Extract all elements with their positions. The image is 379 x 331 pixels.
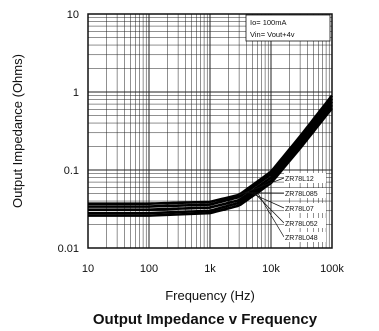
y-tick-label: 0.1 xyxy=(64,165,79,177)
series-leader-line xyxy=(238,177,285,196)
y-tick-label: 10 xyxy=(67,9,79,21)
x-tick-label: 100 xyxy=(140,263,158,275)
annotation-io: Io= 100mA xyxy=(250,18,286,27)
series-line-zr78l085 xyxy=(88,97,334,208)
series-label-bg xyxy=(284,232,326,242)
series-leader-line xyxy=(253,192,285,224)
series-layer xyxy=(88,94,334,217)
series-line-zr78l048 xyxy=(88,107,334,217)
y-axis-title: Output Impedance (Ohms) xyxy=(10,54,25,208)
series-labels: ZR78L12 ZR78L085 ZR78L07 ZR78L052 ZR78L048 xyxy=(284,173,326,242)
x-tick-label: 10k xyxy=(262,263,280,275)
series-label: ZR78L085 xyxy=(285,191,318,198)
x-tick-label: 10 xyxy=(82,263,94,275)
series-label: ZR78L052 xyxy=(285,221,318,228)
series-leader-line xyxy=(257,192,285,238)
annotation-box: Io= 100mA Vin= Vout+4v xyxy=(245,14,331,42)
series-line-zr78l12 xyxy=(88,94,334,205)
x-tick-labels: 10 100 1k 10k 100k xyxy=(82,263,345,275)
series-leader-line xyxy=(249,192,285,209)
series-label: ZR78L12 xyxy=(285,176,314,183)
y-tick-labels: 0.01 0.1 1 10 xyxy=(58,9,79,255)
chart-title: Output Impedance v Frequency xyxy=(93,311,318,328)
series-line-zr78l052 xyxy=(88,104,334,215)
series-label-bg xyxy=(284,218,326,228)
x-tick-label: 1k xyxy=(204,263,216,275)
x-tick-label: 100k xyxy=(320,263,344,275)
y-tick-label: 0.01 xyxy=(58,243,79,255)
series-label: ZR78L048 xyxy=(285,235,318,242)
x-axis-title: Frequency (Hz) xyxy=(165,288,255,303)
series-label-bg xyxy=(284,188,326,198)
series-label-bg xyxy=(284,173,326,183)
series-label-bg xyxy=(284,203,326,213)
plot-frame xyxy=(87,13,333,249)
series-label-leaders xyxy=(238,177,285,238)
series-label: ZR78L07 xyxy=(285,206,314,213)
y-tick-label: 1 xyxy=(73,87,79,99)
series-line-zr78l07 xyxy=(88,100,334,211)
annotation-vin: Vin= Vout+4v xyxy=(250,30,295,39)
